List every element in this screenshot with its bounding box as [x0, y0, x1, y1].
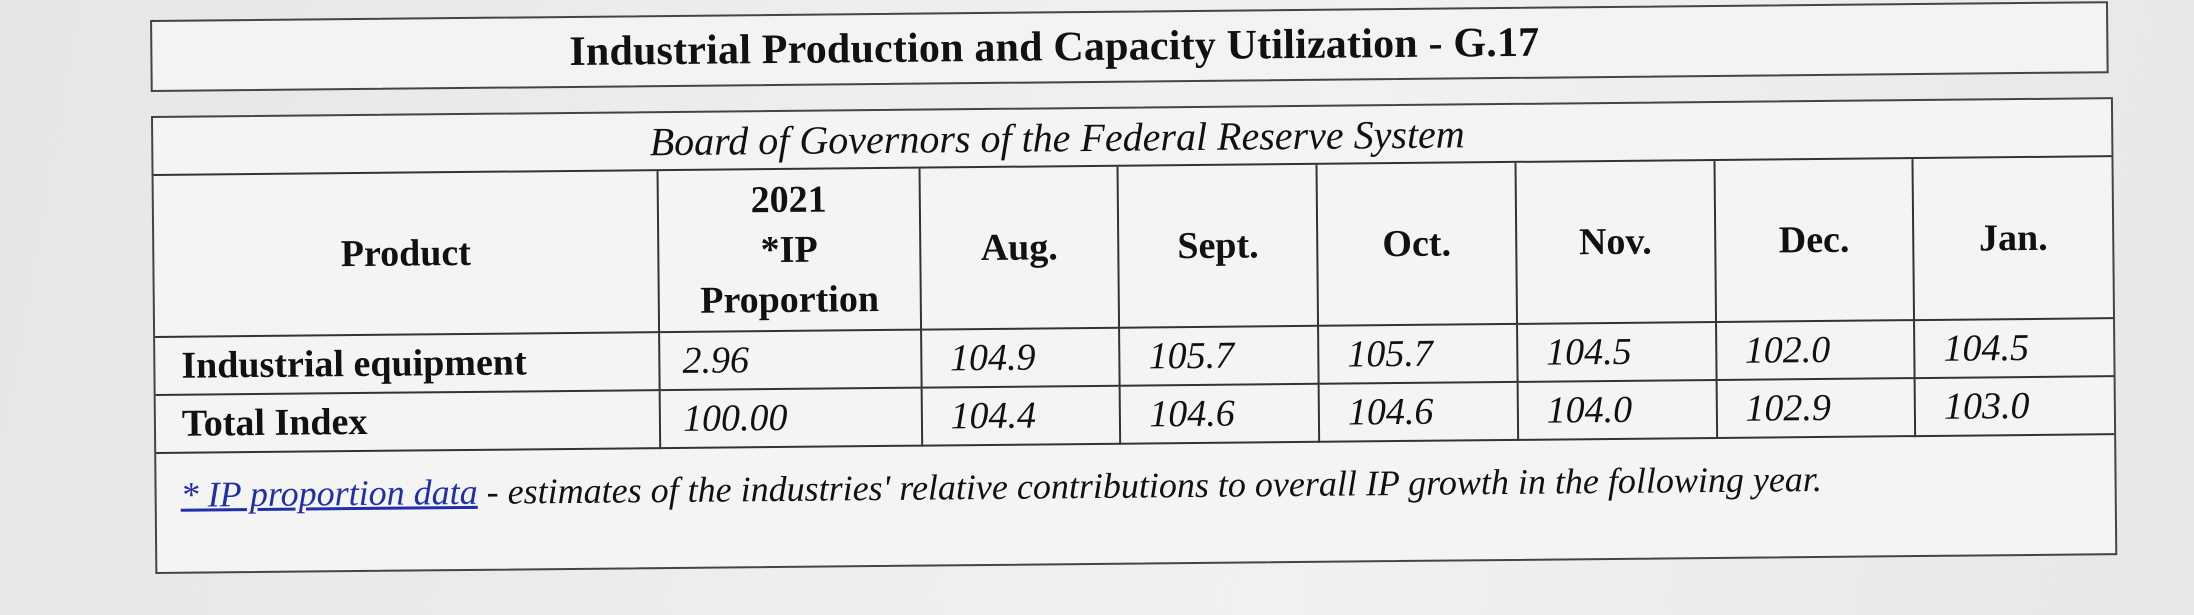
proportion-ip: *IP — [760, 228, 818, 272]
column-header-aug: Aug. — [919, 166, 1120, 330]
row-label: Industrial equipment — [155, 332, 660, 395]
footnote-text: - estimates of the industries' relative … — [477, 458, 1823, 512]
value-cell: 103.0 — [1914, 376, 2115, 437]
subtitle: Board of Governors of the Federal Reserv… — [649, 111, 1465, 165]
column-header-proportion: 2021 *IP Proportion — [657, 168, 921, 333]
column-header-oct: Oct. — [1316, 162, 1517, 326]
proportion-label: Proportion — [700, 278, 880, 322]
value-cell: 105.7 — [1119, 325, 1319, 386]
row-label: Total Index — [155, 390, 661, 453]
value-cell: 104.6 — [1318, 381, 1518, 442]
column-header-product: Product — [153, 171, 660, 337]
column-header-dec: Dec. — [1713, 159, 1915, 322]
column-header-jan: Jan. — [1912, 157, 2114, 321]
value-cell: 102.0 — [1715, 320, 1915, 380]
data-table: Product 2021 *IP Proportion Aug. Sept. O… — [153, 157, 2115, 454]
value-cell: 104.9 — [920, 327, 1120, 388]
ip-proportion-data-link[interactable]: * IP proportion data — [180, 471, 478, 515]
title-box: Industrial Production and Capacity Utili… — [150, 1, 2109, 92]
value-cell: 104.5 — [1914, 318, 2114, 379]
value-cell: 105.7 — [1318, 323, 1518, 384]
column-header-sept: Sept. — [1117, 164, 1319, 328]
proportion-cell: 100.00 — [659, 387, 922, 449]
value-cell: 104.6 — [1119, 383, 1320, 444]
value-cell: 104.0 — [1517, 379, 1717, 440]
value-cell: 102.9 — [1716, 378, 1916, 438]
proportion-year: 2021 — [750, 178, 827, 222]
header-row: Product 2021 *IP Proportion Aug. Sept. O… — [153, 157, 2114, 337]
value-cell: 104.4 — [921, 385, 1121, 446]
page-title: Industrial Production and Capacity Utili… — [569, 19, 1540, 75]
data-table-box: Board of Governors of the Federal Reserv… — [150, 97, 2118, 574]
column-header-nov: Nov. — [1515, 160, 1716, 324]
report-sheet: Industrial Production and Capacity Utili… — [150, 0, 2118, 574]
proportion-cell: 2.96 — [659, 329, 922, 391]
value-cell: 104.5 — [1516, 321, 1717, 382]
